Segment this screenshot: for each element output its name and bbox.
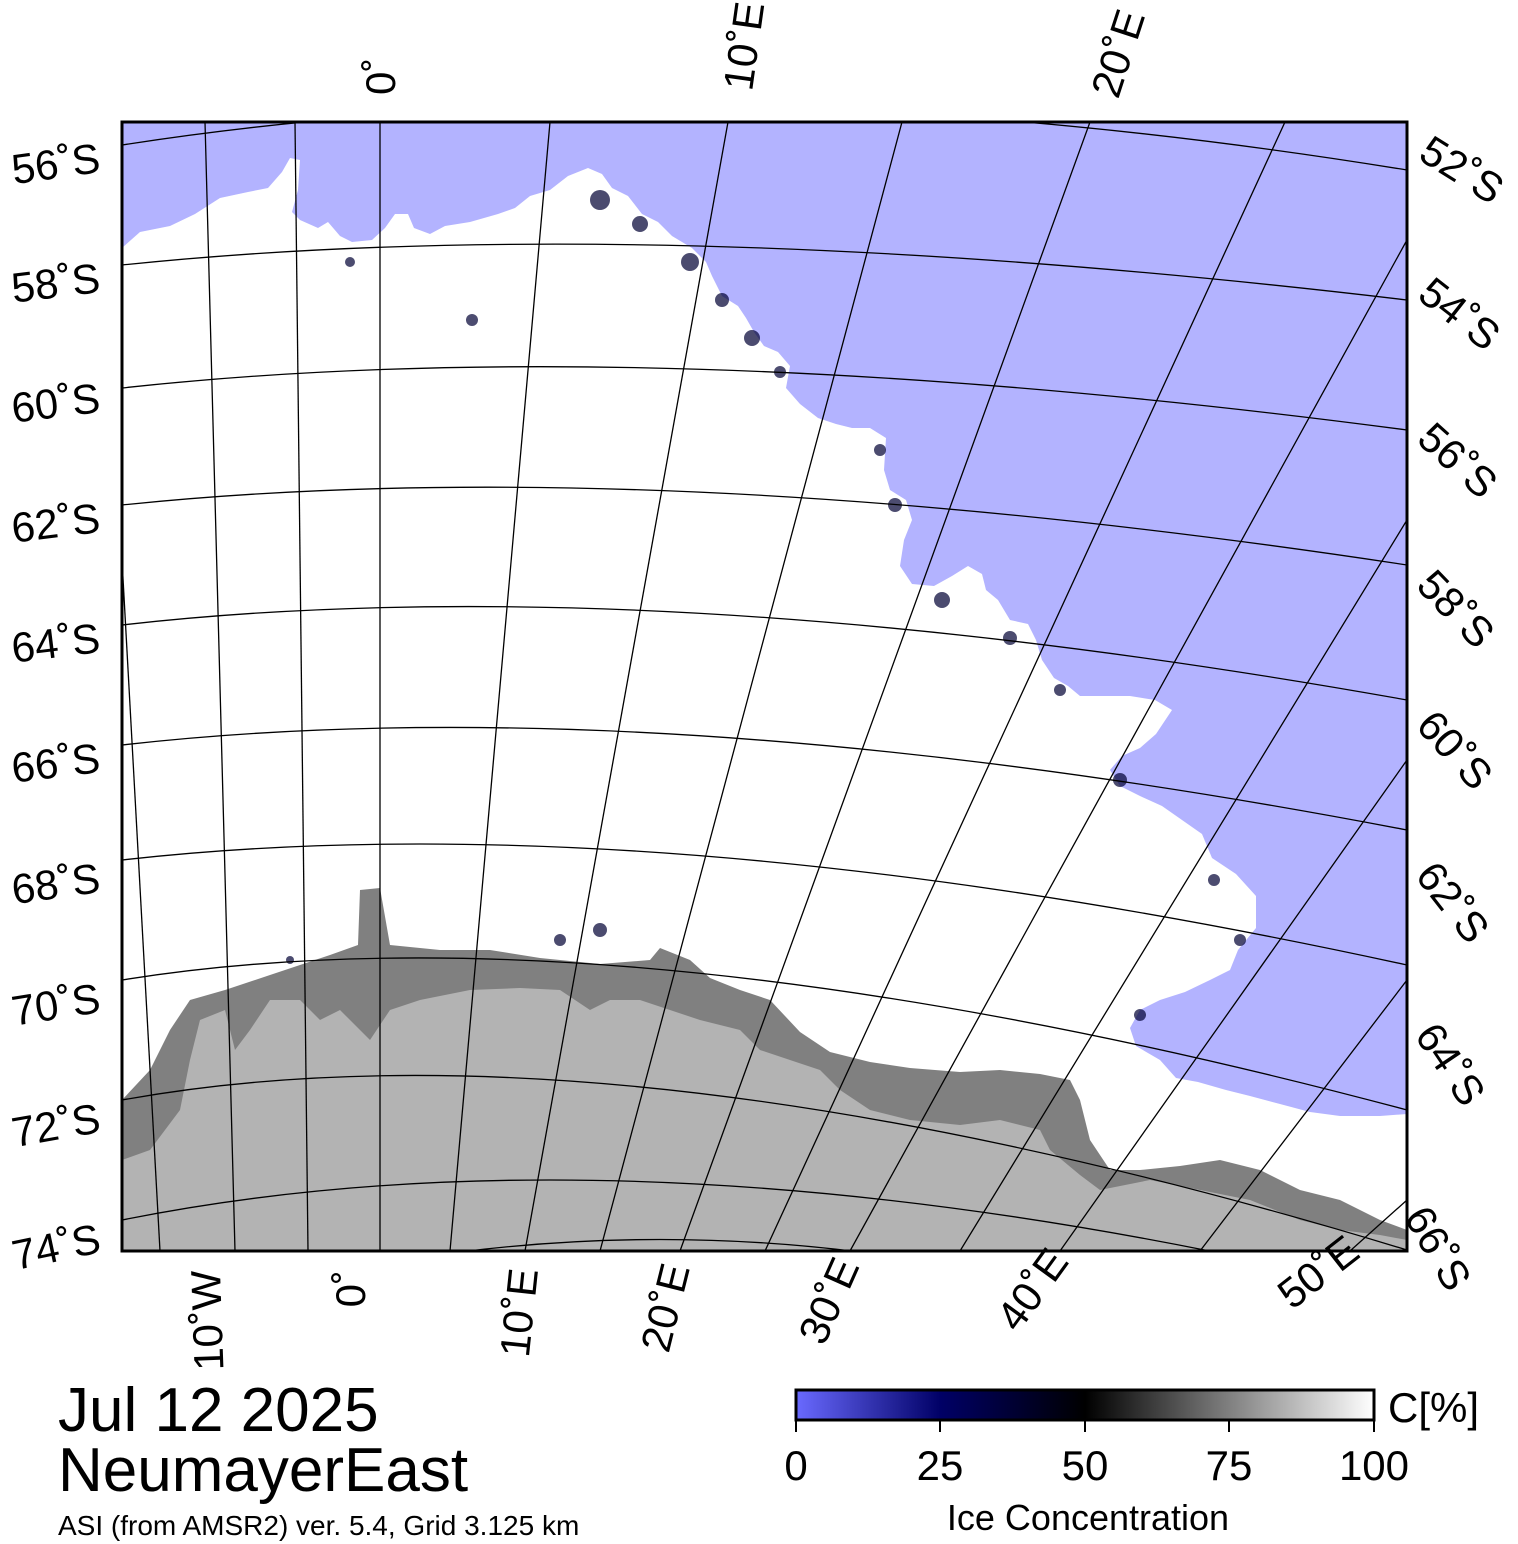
colorbar-title: Ice Concentration [947,1497,1229,1538]
colorbar-gradient [794,1388,1376,1422]
colorbar-tick: 75 [1206,1442,1253,1489]
source-label: ASI (from AMSR2) ver. 5.4, Grid 3.125 km [58,1510,580,1541]
colorbar-unit: C[%] [1388,1384,1479,1431]
lat-label: 54˚S [1410,268,1509,360]
left-lat-labels: 56˚S 58˚S 60˚S 62˚S 64˚S 66˚S 68˚S 70˚S … [8,134,105,1279]
lon-label: 30˚E [789,1251,868,1351]
lon-label: 10˚E [714,0,773,93]
lat-label: 60˚S [9,374,103,431]
colorbar-tick: 100 [1339,1442,1409,1489]
lat-label: 52˚S [1412,126,1512,213]
lon-label: 0˚ [357,58,404,95]
colorbar-tick: 0 [784,1442,807,1489]
region-label: NeumayerEast [58,1436,469,1505]
lat-label: 68˚S [9,854,103,913]
colorbar-tick: 50 [1062,1442,1109,1489]
date-label: Jul 12 2025 [58,1376,379,1445]
lat-label: 60˚S [1408,701,1502,798]
lat-label: 64˚S [9,614,103,671]
lat-label: 70˚S [8,974,103,1034]
lon-label: 10˚W [182,1269,232,1371]
lat-label: 56˚S [1409,413,1506,507]
lat-label: 66˚S [9,734,103,791]
lon-label: 20˚E [1082,4,1154,103]
colorbar: C[%] 0 25 50 75 100 Ice Concentration [784,1384,1479,1538]
lon-label: 20˚E [632,1259,699,1356]
lat-label: 62˚S [9,494,103,551]
lat-label: 62˚S [1407,853,1499,952]
lon-label: 10˚E [491,1266,547,1359]
marginal-ice-zone [286,190,1246,1021]
map-frame [120,120,1409,1253]
lat-label: 74˚S [8,1215,105,1279]
lat-label: 58˚S [9,254,103,311]
lat-label: 64˚S [1406,1014,1495,1114]
lon-label: 0˚ [327,1270,374,1307]
lat-label: 56˚S [9,134,103,193]
colorbar-tick: 25 [917,1442,964,1489]
right-lat-labels: 52˚S 54˚S 56˚S 58˚S 60˚S 62˚S 64˚S 66˚S [1396,126,1513,1298]
lon-label: 40˚E [987,1240,1077,1339]
lat-label: 72˚S [8,1094,104,1156]
top-lon-labels: 0˚ 10˚E 20˚E [357,0,1154,103]
lat-label: 58˚S [1408,561,1503,657]
antarctic-land [122,988,1407,1251]
longitude-lines [122,122,1407,1251]
latitude-lines [122,122,1407,1251]
